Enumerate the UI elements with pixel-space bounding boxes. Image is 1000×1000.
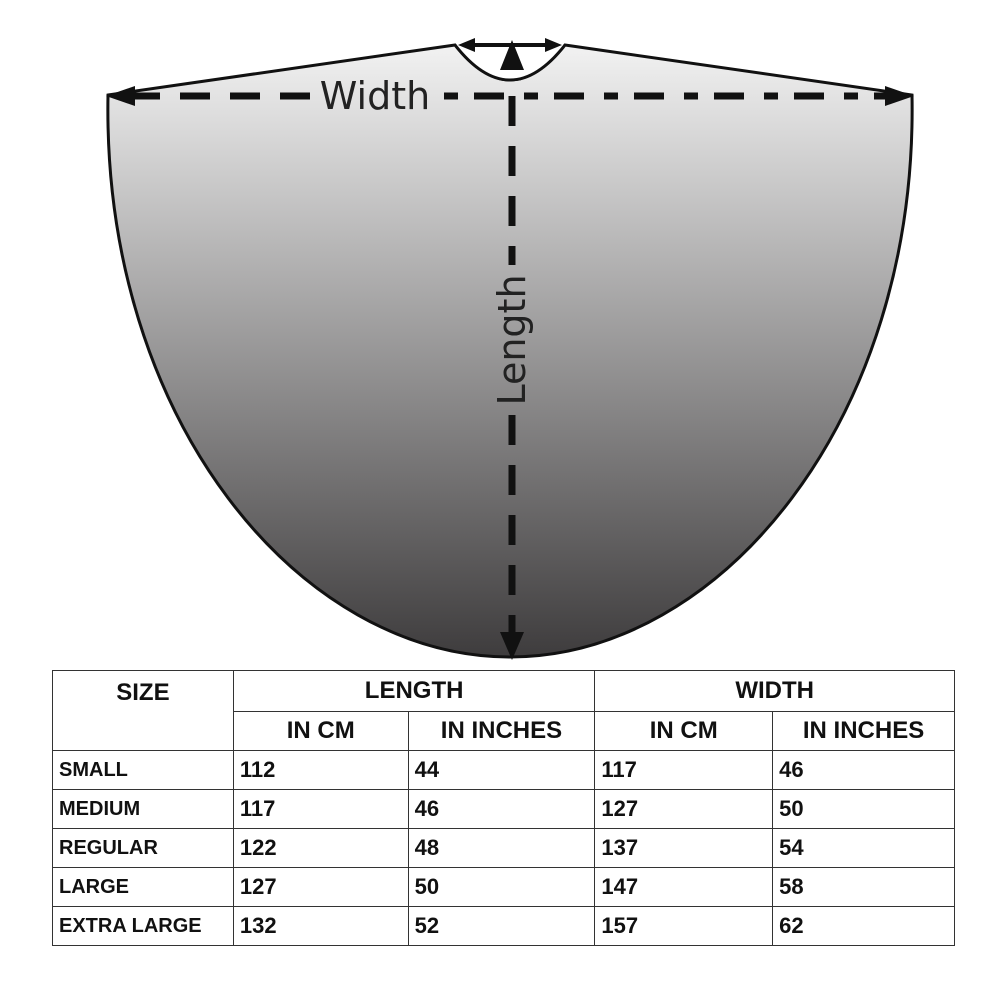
width-measure-line — [106, 86, 914, 106]
cell-length-cm: 112 — [232, 750, 409, 790]
table-row: SMALL 112 44 117 46 — [52, 750, 955, 790]
table-row: EXTRA LARGE 132 52 157 62 — [52, 906, 955, 946]
cell-size: MEDIUM — [52, 789, 234, 829]
table-row: MEDIUM 117 46 127 50 — [52, 789, 955, 829]
cell-length-in: 52 — [407, 906, 596, 946]
cell-length-in: 44 — [407, 750, 596, 790]
header-length-in: IN INCHES — [407, 711, 596, 751]
length-measure-line — [500, 96, 524, 660]
table-row: REGULAR 122 48 137 54 — [52, 828, 955, 868]
cell-width-in: 46 — [772, 750, 955, 790]
cell-length-in: 48 — [407, 828, 596, 868]
cell-width-cm: 127 — [594, 789, 774, 829]
size-chart-table: SIZE LENGTH WIDTH IN CM IN INCHES IN CM … — [52, 670, 955, 946]
cell-size: LARGE — [52, 867, 234, 907]
cell-length-cm: 127 — [232, 867, 409, 907]
cell-length-cm: 122 — [232, 828, 409, 868]
table-row: LARGE 127 50 147 58 — [52, 867, 955, 907]
header-width-in: IN INCHES — [772, 711, 955, 751]
cell-size: SMALL — [52, 750, 234, 790]
length-arrow-top — [500, 40, 524, 70]
cell-length-in: 46 — [407, 789, 596, 829]
cell-length-in: 50 — [407, 867, 596, 907]
cell-width-in: 50 — [772, 789, 955, 829]
length-label: Length — [490, 274, 534, 405]
cell-width-in: 62 — [772, 906, 955, 946]
cell-width-cm: 147 — [594, 867, 774, 907]
header-size: SIZE — [52, 670, 234, 751]
header-length: LENGTH — [232, 670, 596, 712]
cell-width-cm: 157 — [594, 906, 774, 946]
cell-length-cm: 132 — [232, 906, 409, 946]
cell-width-cm: 117 — [594, 750, 774, 790]
header-length-cm: IN CM — [232, 711, 409, 751]
cell-size: REGULAR — [52, 828, 234, 868]
header-width: WIDTH — [594, 670, 955, 712]
cell-width-in: 54 — [772, 828, 955, 868]
header-width-cm: IN CM — [594, 711, 774, 751]
width-label: Width — [320, 74, 430, 118]
cell-size: EXTRA LARGE — [52, 906, 234, 946]
cell-length-cm: 117 — [232, 789, 409, 829]
cell-width-cm: 137 — [594, 828, 774, 868]
poncho-diagram: Width Length — [106, 38, 914, 660]
cell-width-in: 58 — [772, 867, 955, 907]
